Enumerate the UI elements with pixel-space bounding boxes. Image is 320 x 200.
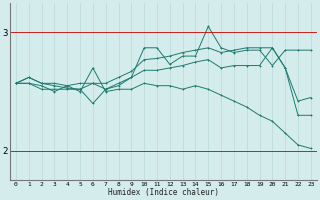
X-axis label: Humidex (Indice chaleur): Humidex (Indice chaleur) — [108, 188, 219, 197]
